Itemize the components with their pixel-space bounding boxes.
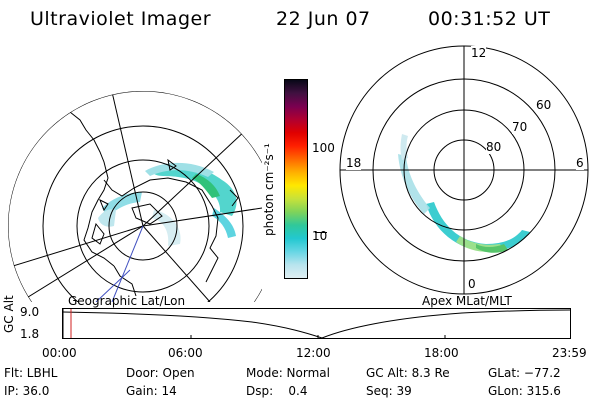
altitude-timeline xyxy=(62,308,571,339)
geo-panel-label: Geographic Lat/Lon xyxy=(68,294,186,308)
timeline-xtick-1200: 12:00 xyxy=(296,346,331,360)
mlat-label-60: 60 xyxy=(536,98,552,112)
info-mode: Mode: Normal xyxy=(246,366,330,380)
instrument-title: Ultraviolet Imager xyxy=(30,8,212,30)
colorbar xyxy=(284,79,308,279)
timeline-xtick-1800: 18:00 xyxy=(424,346,459,360)
colorbar-gradient xyxy=(285,80,307,278)
info-filter: Flt: LBHL xyxy=(4,366,58,380)
mlt-label-18: 18 xyxy=(346,156,362,170)
info-gc-alt: GC Alt: 8.3 Re xyxy=(366,366,450,380)
geo-track-line-2 xyxy=(95,269,131,302)
time-label: 00:31:52 UT xyxy=(428,8,551,30)
timeline-ylabel: GC Alt xyxy=(2,295,16,333)
mlt-label-6: 6 xyxy=(576,156,584,170)
mlat-label-70: 70 xyxy=(512,120,528,134)
gc-altitude-curve xyxy=(62,309,571,339)
colorbar-unit-label: photon cm⁻²s⁻¹ xyxy=(262,143,276,236)
mag-aurora-emission xyxy=(398,134,530,253)
timeline-xtick-0000: 00:00 xyxy=(42,346,77,360)
geo-track-line xyxy=(111,225,144,302)
timeline-xtick-2359: 23:59 xyxy=(552,346,587,360)
colorbar-tick-mark xyxy=(315,232,327,233)
mlt-label-0: 0 xyxy=(468,277,476,291)
info-door: Door: Open xyxy=(126,366,195,380)
timeline-xtick-0600: 06:00 xyxy=(168,346,203,360)
mlt-label-12: 12 xyxy=(471,46,487,60)
info-glat: GLat: −77.2 xyxy=(488,366,561,380)
mag-grid xyxy=(339,45,589,295)
magnetic-map xyxy=(339,45,589,295)
timeline-ytick-9: 9.0 xyxy=(20,305,40,319)
geographic-map xyxy=(8,91,262,302)
mlat-label-80: 80 xyxy=(486,140,502,154)
info-dsp: Dsp: 0.4 xyxy=(246,384,308,398)
info-gain: Gain: 14 xyxy=(126,384,177,398)
info-seq: Seq: 39 xyxy=(366,384,412,398)
date-label: 22 Jun 07 xyxy=(276,8,371,30)
mag-panel-label: Apex MLat/MLT xyxy=(422,294,512,308)
geo-grid xyxy=(8,91,262,302)
colorbar-tick-100: 100 xyxy=(312,141,335,155)
info-ip: IP: 36.0 xyxy=(4,384,50,398)
timeline-ytick-1-8: 1.8 xyxy=(20,327,40,341)
info-glon: GLon: 315.6 xyxy=(488,384,561,398)
